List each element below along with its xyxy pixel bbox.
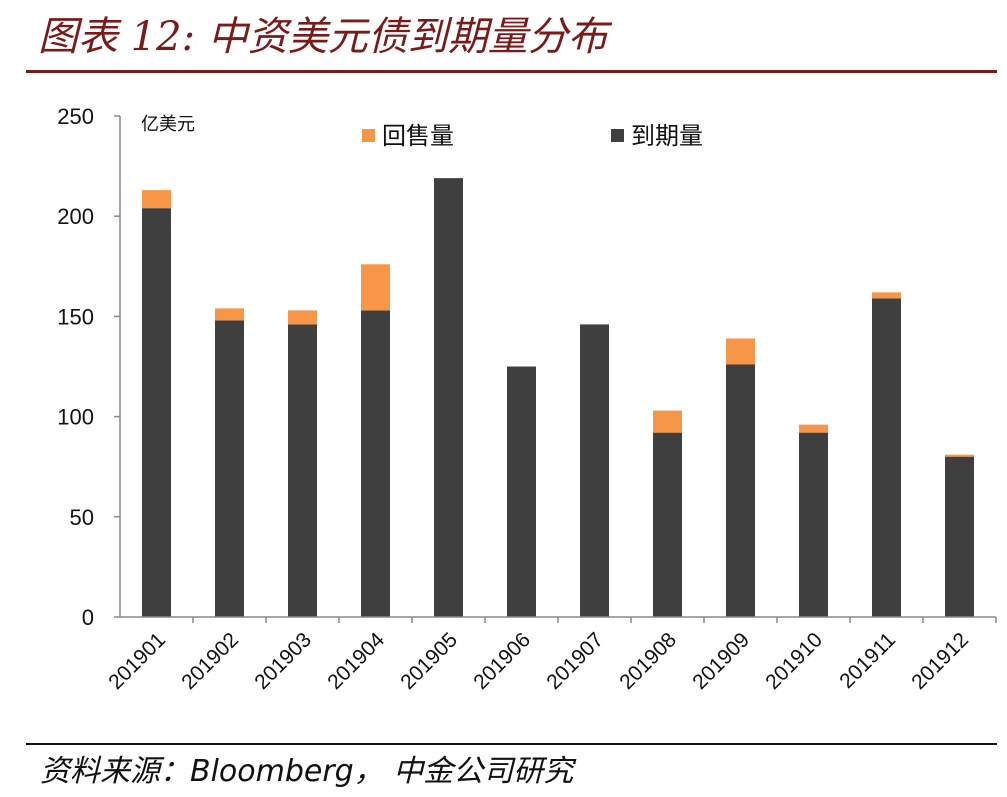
bar-maturity bbox=[142, 208, 171, 617]
bar-maturity bbox=[799, 432, 828, 617]
x-tick-label: 201906 bbox=[469, 628, 535, 694]
y-tick-label: 0 bbox=[82, 605, 94, 630]
unit-label: 亿美元 bbox=[141, 114, 195, 134]
footer-divider bbox=[26, 743, 997, 745]
bar-buyback bbox=[142, 190, 171, 209]
x-tick-label: 201911 bbox=[835, 628, 900, 693]
figure-title: 图表 12: 中资美元债到期量分布 bbox=[38, 14, 608, 60]
x-tick-label: 201901 bbox=[104, 628, 170, 694]
x-tick-label: 201907 bbox=[542, 628, 608, 694]
x-axis-labels: 201901 201902 201903 201904 201905 201906 2019… bbox=[104, 617, 997, 694]
y-tick-label: 150 bbox=[57, 304, 94, 329]
bar-maturity bbox=[872, 298, 901, 617]
bar-buyback bbox=[288, 310, 317, 325]
bar-maturity bbox=[507, 366, 536, 617]
bar-maturity bbox=[945, 456, 974, 617]
bar-buyback bbox=[361, 264, 390, 311]
x-tick-label: 201903 bbox=[250, 628, 316, 694]
x-tick-label: 201910 bbox=[761, 628, 827, 694]
y-axis-ticks: 0 50 100 150 200 250 bbox=[57, 104, 120, 630]
x-tick-label: 201912 bbox=[907, 628, 973, 694]
title-divider bbox=[26, 70, 997, 73]
bar-maturity bbox=[726, 364, 755, 617]
x-tick-label: 201909 bbox=[688, 628, 754, 694]
bar-buyback bbox=[215, 308, 244, 321]
source-note: 资料来源：Bloomberg， 中金公司研究 bbox=[40, 754, 574, 789]
legend-label-maturity: 到期量 bbox=[631, 123, 703, 150]
bar-marks bbox=[142, 178, 974, 617]
bar-maturity bbox=[215, 320, 244, 617]
legend-label-buyback: 回售量 bbox=[382, 123, 454, 150]
bar-buyback bbox=[653, 410, 682, 433]
y-tick-label: 200 bbox=[57, 204, 94, 229]
legend: 回售量 到期量 bbox=[362, 123, 703, 150]
bar-maturity bbox=[361, 310, 390, 617]
bar-buyback bbox=[726, 338, 755, 365]
x-tick-label: 201902 bbox=[177, 628, 243, 694]
bar-maturity bbox=[288, 324, 317, 617]
legend-swatch-buyback bbox=[362, 129, 375, 142]
bar-maturity bbox=[653, 432, 682, 617]
legend-swatch-maturity bbox=[611, 129, 624, 142]
bar-maturity bbox=[580, 324, 609, 617]
y-tick-label: 50 bbox=[70, 505, 94, 530]
x-tick-label: 201905 bbox=[396, 628, 462, 694]
y-tick-label: 100 bbox=[57, 405, 94, 430]
x-tick-label: 201908 bbox=[615, 628, 681, 694]
x-tick-label: 201904 bbox=[323, 628, 389, 694]
bar-buyback bbox=[799, 424, 828, 433]
bar-maturity bbox=[434, 178, 463, 617]
bar-buyback bbox=[945, 454, 974, 457]
bar-buyback bbox=[872, 292, 901, 299]
y-tick-label: 250 bbox=[57, 104, 94, 129]
